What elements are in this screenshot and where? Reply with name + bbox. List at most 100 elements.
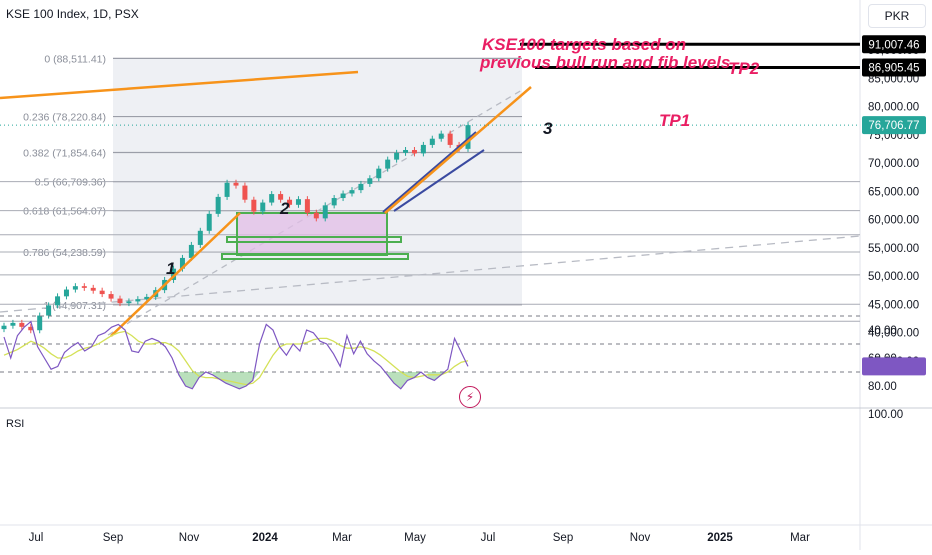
- price-axis-tick: 40,000.00: [868, 328, 919, 340]
- candle-body: [188, 244, 194, 258]
- candle-body: [1, 325, 7, 330]
- candle-body: [295, 199, 301, 205]
- time-axis-tick: Nov: [630, 532, 651, 544]
- price-axis-tick: 80,000.00: [868, 102, 919, 114]
- candle-body: [438, 133, 444, 139]
- support-band: [221, 253, 409, 260]
- candle-body: [206, 213, 212, 231]
- price-axis-tick: 70,000.00: [868, 158, 919, 170]
- price-tag: [862, 116, 926, 135]
- time-axis-tick: Mar: [790, 532, 810, 544]
- tp1-label: TP1: [659, 111, 690, 130]
- price-tag-label: 76,706.77: [868, 120, 919, 132]
- candle-body: [340, 193, 346, 199]
- price-tag: [862, 58, 926, 77]
- candle-body: [171, 268, 177, 280]
- wave-1-trendline: [110, 212, 241, 337]
- candle-body: [304, 199, 310, 213]
- support-band: [226, 236, 402, 243]
- dashed-trendline: [0, 235, 861, 313]
- candle-body: [260, 202, 266, 212]
- candle-body: [394, 152, 400, 160]
- rsi-line: [3, 320, 469, 390]
- candle-body: [117, 298, 123, 304]
- rsi-value-tag: [862, 357, 926, 376]
- rsi-axis-tick: 100.00: [868, 409, 903, 421]
- price-axis-tick: 60,000.00: [868, 215, 919, 227]
- candle-body: [81, 286, 87, 288]
- candle-body: [37, 315, 43, 331]
- time-axis-tick: Sep: [103, 532, 123, 544]
- candle-body: [46, 305, 52, 316]
- wave-3-trendline: [384, 86, 532, 214]
- candle-body: [135, 299, 141, 302]
- currency-button[interactable]: PKR: [868, 4, 926, 28]
- price-axis-tick: 65,000.00: [868, 186, 919, 198]
- candle-body: [233, 182, 239, 186]
- candle-body: [376, 168, 382, 179]
- candle-body: [215, 196, 221, 214]
- fib-level-label: 0.5 (66,709.36): [35, 177, 106, 189]
- candle-body: [242, 185, 248, 200]
- candle-body: [19, 322, 25, 327]
- candle-body: [465, 125, 471, 149]
- candle-body: [197, 230, 203, 245]
- candle-body: [420, 144, 426, 154]
- fib-level-label: 0.236 (78,220.84): [23, 112, 106, 124]
- candle-body: [278, 194, 284, 200]
- candle-body: [224, 182, 230, 197]
- wave-1-label: 1: [166, 259, 175, 278]
- wave-3-label: 3: [543, 119, 553, 138]
- candle-body: [385, 159, 391, 169]
- time-axis-tick: Sep: [553, 532, 573, 544]
- candle-body: [90, 287, 96, 291]
- headline-annotation: previous bull run and fib levels: [479, 53, 730, 72]
- candle-body: [63, 289, 69, 297]
- candle-body: [179, 257, 185, 269]
- time-axis-tick: Jul: [481, 532, 496, 544]
- candle-body: [10, 322, 16, 326]
- candle-body: [403, 150, 409, 153]
- candle-body: [108, 294, 114, 299]
- time-axis-tick: Mar: [332, 532, 352, 544]
- price-tag-label: 91,007.46: [868, 39, 919, 51]
- consolidation-box: [236, 212, 388, 256]
- tp2-label: TP2: [728, 59, 760, 78]
- candle-body: [126, 301, 132, 304]
- candle-body: [144, 296, 150, 300]
- candle-body: [72, 286, 78, 290]
- candle-body: [367, 178, 373, 184]
- candle-body: [55, 296, 61, 306]
- wave-2-label: 2: [279, 199, 290, 218]
- time-axis-tick: Nov: [179, 532, 200, 544]
- orange-upper-trendline: [0, 70, 359, 100]
- price-axis-tick: 45,000.00: [868, 299, 919, 311]
- price-axis-tick: 55,000.00: [868, 243, 919, 255]
- candle-body: [99, 290, 105, 295]
- channel-upper-line: [382, 131, 477, 213]
- time-axis-tick: Jul: [29, 532, 44, 544]
- candle-body: [313, 212, 319, 219]
- candle-body: [28, 326, 34, 331]
- lightning-icon[interactable]: ⚡: [459, 386, 481, 408]
- price-tag: [862, 35, 926, 54]
- candle-body: [331, 198, 337, 206]
- rsi-axis-tick: 80.00: [868, 381, 897, 393]
- fib-level-label: 0.382 (71,854.64): [23, 148, 106, 160]
- candle-body: [447, 133, 453, 145]
- channel-lower-line: [393, 149, 485, 212]
- candle-body: [251, 199, 257, 212]
- symbol-title[interactable]: KSE 100 Index, 1D, PSX: [6, 7, 139, 21]
- dashed-trendline: [107, 89, 523, 336]
- headline-annotation: KSE100 targets based on: [482, 35, 686, 54]
- price-tag-label: 86,905.45: [868, 62, 919, 74]
- rsi-ma-line: [3, 330, 469, 386]
- fib-level-label: 0.786 (54,238.59): [23, 247, 106, 259]
- candle-body: [322, 205, 328, 219]
- time-axis-tick: 2025: [707, 532, 733, 544]
- candle-body: [411, 150, 417, 154]
- time-axis-tick: 2024: [252, 532, 278, 544]
- rsi-indicator-label[interactable]: RSI: [6, 418, 25, 430]
